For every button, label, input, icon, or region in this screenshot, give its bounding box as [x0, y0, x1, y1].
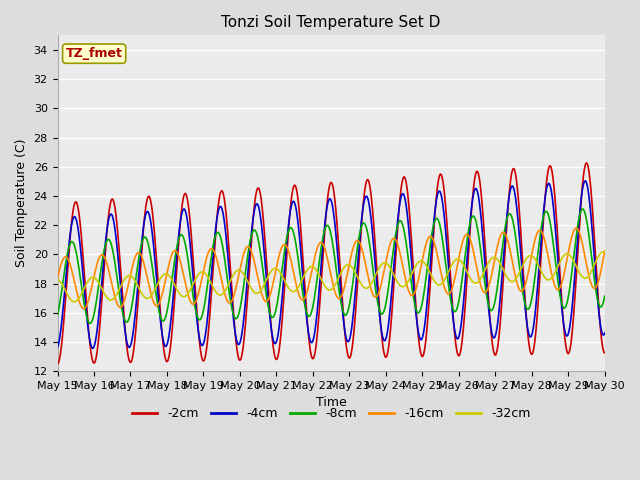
Text: TZ_fmet: TZ_fmet: [66, 47, 123, 60]
Y-axis label: Soil Temperature (C): Soil Temperature (C): [15, 139, 28, 267]
Legend: -2cm, -4cm, -8cm, -16cm, -32cm: -2cm, -4cm, -8cm, -16cm, -32cm: [127, 402, 535, 425]
X-axis label: Time: Time: [316, 396, 346, 409]
Title: Tonzi Soil Temperature Set D: Tonzi Soil Temperature Set D: [221, 15, 441, 30]
